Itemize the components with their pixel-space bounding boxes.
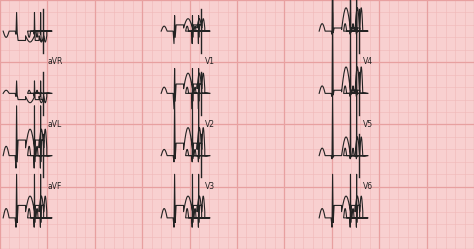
Text: V3: V3 xyxy=(205,182,216,191)
Text: V2: V2 xyxy=(205,120,215,128)
Text: V1: V1 xyxy=(205,57,215,66)
Text: aVR: aVR xyxy=(47,57,63,66)
Text: aVL: aVL xyxy=(47,120,62,128)
Text: V6: V6 xyxy=(364,182,374,191)
Text: V4: V4 xyxy=(364,57,374,66)
Text: aVF: aVF xyxy=(47,182,62,191)
Text: V5: V5 xyxy=(364,120,374,128)
